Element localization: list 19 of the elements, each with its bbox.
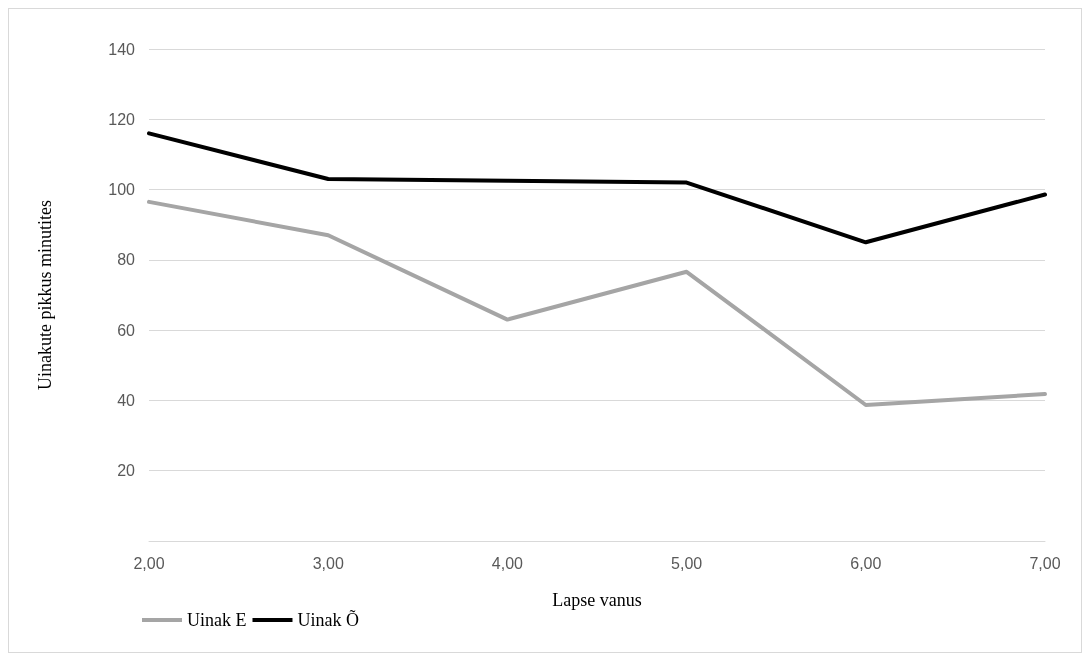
legend-label: Uinak E: [187, 610, 247, 630]
x-tick-label: 5,00: [671, 554, 703, 572]
x-tick-label: 7,00: [1029, 554, 1061, 572]
x-tick-label: 6,00: [850, 554, 882, 572]
x-tick-label: 3,00: [312, 554, 344, 572]
y-tick-label: 140: [108, 40, 136, 58]
legend-label: Uinak Õ: [297, 609, 359, 630]
x-axis-title: Lapse vanus: [552, 590, 642, 610]
y-tick-label: 40: [117, 391, 136, 409]
y-tick-label: 120: [108, 110, 136, 128]
y-tick-label: 60: [117, 321, 136, 339]
y-tick-label: 20: [117, 462, 136, 480]
line-series: [147, 199, 1047, 407]
line-series: [147, 131, 1047, 245]
y-tick-label: 100: [108, 181, 136, 199]
y-tick-label: 80: [117, 251, 136, 269]
y-axis-title: Uinakute pikkus minutites: [35, 200, 55, 390]
x-tick-label: 2,00: [133, 554, 165, 572]
x-tick-label: 4,00: [491, 554, 524, 572]
